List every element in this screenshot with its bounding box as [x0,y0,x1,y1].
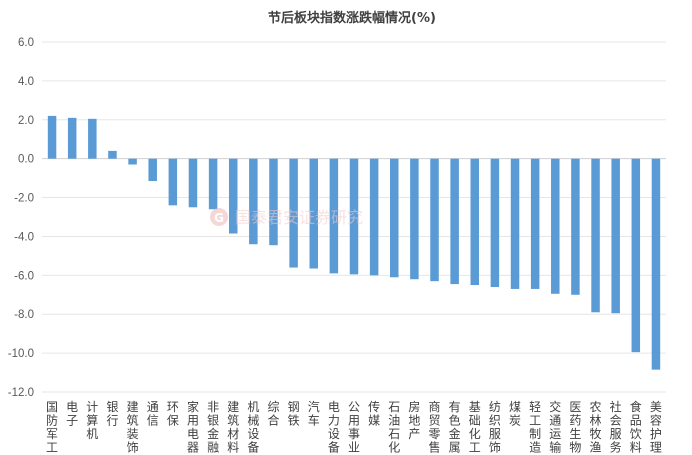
x-tick-label: 综合 [267,400,279,428]
bar-29 [631,158,641,353]
x-tick-label: 房地产 [408,399,420,441]
bar-17 [390,158,399,278]
watermark: G 国泰君安证券研究 [210,208,363,227]
x-axis-labels: 国防军工电子计算机银行建筑装饰通信环保家用电器非银金融建筑材料机械设备综合钢铁汽… [46,399,662,455]
x-tick-label: 社会服务 [610,399,622,455]
bar-24 [530,158,540,289]
x-tick-label: 汽车 [308,399,320,428]
bar-25 [551,158,560,294]
watermark-text: 国泰君安证券研究 [235,208,363,227]
x-tick-label: 食品饮料 [630,399,642,455]
bar-10 [249,158,258,245]
bar-14 [329,158,339,274]
x-tick-label: 轻工制造 [529,400,541,455]
bar-27 [591,158,600,313]
bar-6 [168,158,178,206]
bar-15 [349,158,359,275]
bar-23 [510,158,520,289]
bar-22 [490,158,500,287]
x-tick-label: 电力设备 [328,400,340,455]
bar-1 [67,117,77,159]
x-tick-label: 国防军工 [46,400,58,455]
y-tick-label: 6.0 [18,37,34,49]
bar-7 [188,158,198,208]
x-tick-label: 钢铁 [288,400,300,428]
bar-26 [571,158,580,295]
x-tick-label: 基础化工 [469,400,481,455]
bar-12 [289,158,298,268]
bar-21 [470,158,480,286]
y-tick-label: -10.0 [8,348,34,360]
y-tick-label: -12.0 [8,387,34,399]
y-tick-label: -2.0 [14,193,34,205]
y-tick-label: -8.0 [14,309,34,321]
x-tick-label: 石油石化 [388,400,400,455]
x-tick-label: 交通运输 [549,399,561,455]
bar-2 [88,118,97,159]
x-tick-label: 机械设备 [247,400,259,455]
x-tick-label: 煤炭 [509,400,521,428]
y-tick-label: 4.0 [18,76,34,88]
bar-3 [108,150,117,159]
y-axis: 6.0 4.0 2.0 0.0 -2.0 -4.0 -6.0 -8.0 -10.0 -12.0 [8,37,34,399]
bar-19 [430,158,439,282]
x-tick-label: 环保 [167,400,179,428]
x-tick-label: 传媒 [368,399,380,428]
bar-9 [228,158,238,234]
x-tick-label: 银行 [106,400,118,428]
bar-28 [611,158,620,314]
y-tick-label: 0.0 [18,154,34,166]
watermark-logo-icon [210,208,228,226]
bar-30 [651,158,661,370]
x-tick-label: 公用事业 [348,400,360,455]
x-tick-label: 美容护理 [650,400,662,455]
watermark-logo-letter: G [214,211,224,225]
x-tick-label: 商贸零售 [429,399,441,455]
x-tick-label: 电子 [66,400,78,428]
bar-8 [208,158,218,210]
x-tick-label: 纺织服饰 [489,400,501,455]
bar-20 [450,158,459,285]
y-tick-label: 2.0 [18,115,34,127]
x-tick-label: 计算机 [86,400,98,441]
bar-18 [410,158,419,280]
x-tick-label: 非银金融 [207,400,219,455]
bar-0 [47,115,57,159]
x-tick-label: 有色金属 [449,400,461,455]
x-tick-label: 通信 [147,400,159,428]
x-tick-label: 建筑装饰 [127,400,139,455]
chart-title: 节后板块指数涨跌幅情况(%) [268,10,436,26]
x-tick-label: 家用电器 [187,399,199,455]
bar-4 [128,158,137,165]
bar-5 [148,158,157,182]
bar-16 [369,158,379,276]
x-tick-label: 建筑材料 [227,400,239,455]
y-tick-label: -4.0 [14,231,34,243]
bar-13 [309,158,318,269]
x-tick-label: 医药生物 [569,400,581,455]
y-tick-label: -6.0 [14,270,34,282]
x-tick-label: 农林牧渔 [590,400,602,455]
bar-11 [269,158,278,246]
bars [47,115,661,370]
